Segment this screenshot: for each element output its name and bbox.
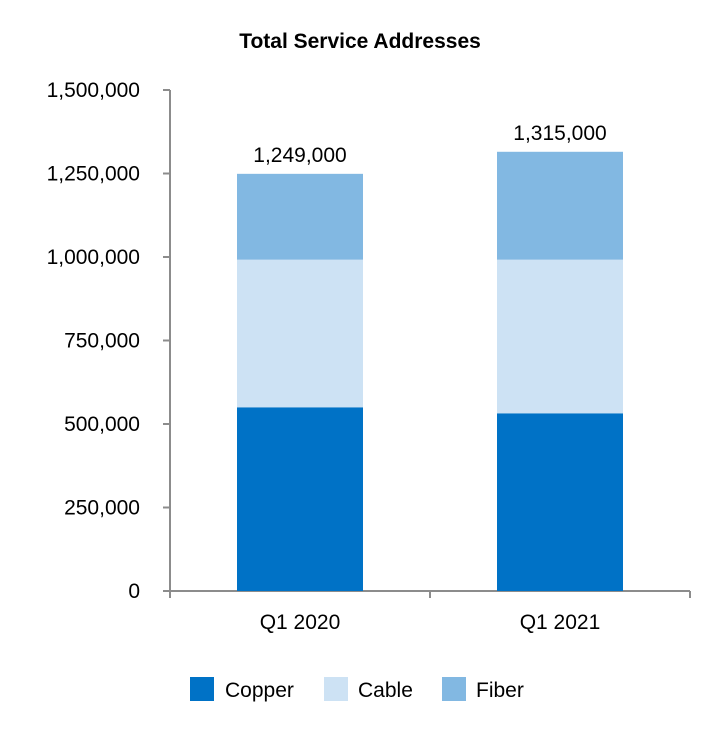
y-tick-label: 0 xyxy=(128,580,140,603)
total-labels: 1,249,000 1,315,000 xyxy=(253,122,606,167)
y-tick-label: 250,000 xyxy=(64,497,140,520)
legend-label-cable: Cable xyxy=(358,679,413,702)
legend-label-copper: Copper xyxy=(225,679,294,702)
y-tick-label: 750,000 xyxy=(64,330,140,353)
legend-swatch-copper xyxy=(190,677,214,701)
bar-segment-copper xyxy=(497,413,623,591)
legend: Copper Cable Fiber xyxy=(190,677,524,702)
y-tick-label: 1,500,000 xyxy=(47,79,140,102)
y-tick-label: 1,250,000 xyxy=(47,163,140,186)
y-axis: 0 250,000 500,000 750,000 1,000,000 1,250,000… xyxy=(47,79,171,603)
chart-title: Total Service Addresses xyxy=(239,30,481,53)
x-tick-label: Q1 2021 xyxy=(520,611,601,634)
total-label: 1,249,000 xyxy=(253,144,346,167)
bar-segment-cable xyxy=(497,259,623,414)
y-tick-label: 1,000,000 xyxy=(47,246,140,269)
legend-swatch-fiber xyxy=(442,677,466,701)
bars xyxy=(237,151,623,591)
bar-segment-fiber xyxy=(237,173,363,260)
y-tick-label: 500,000 xyxy=(64,413,140,436)
total-label: 1,315,000 xyxy=(513,122,606,145)
x-axis: Q1 2020 Q1 2021 xyxy=(169,590,691,634)
legend-label-fiber: Fiber xyxy=(476,679,524,702)
bar-segment-cable xyxy=(237,259,363,408)
bar-segment-copper xyxy=(237,407,363,591)
bar-segment-fiber xyxy=(497,151,623,260)
legend-swatch-cable xyxy=(324,677,348,701)
x-tick-label: Q1 2020 xyxy=(260,611,341,634)
